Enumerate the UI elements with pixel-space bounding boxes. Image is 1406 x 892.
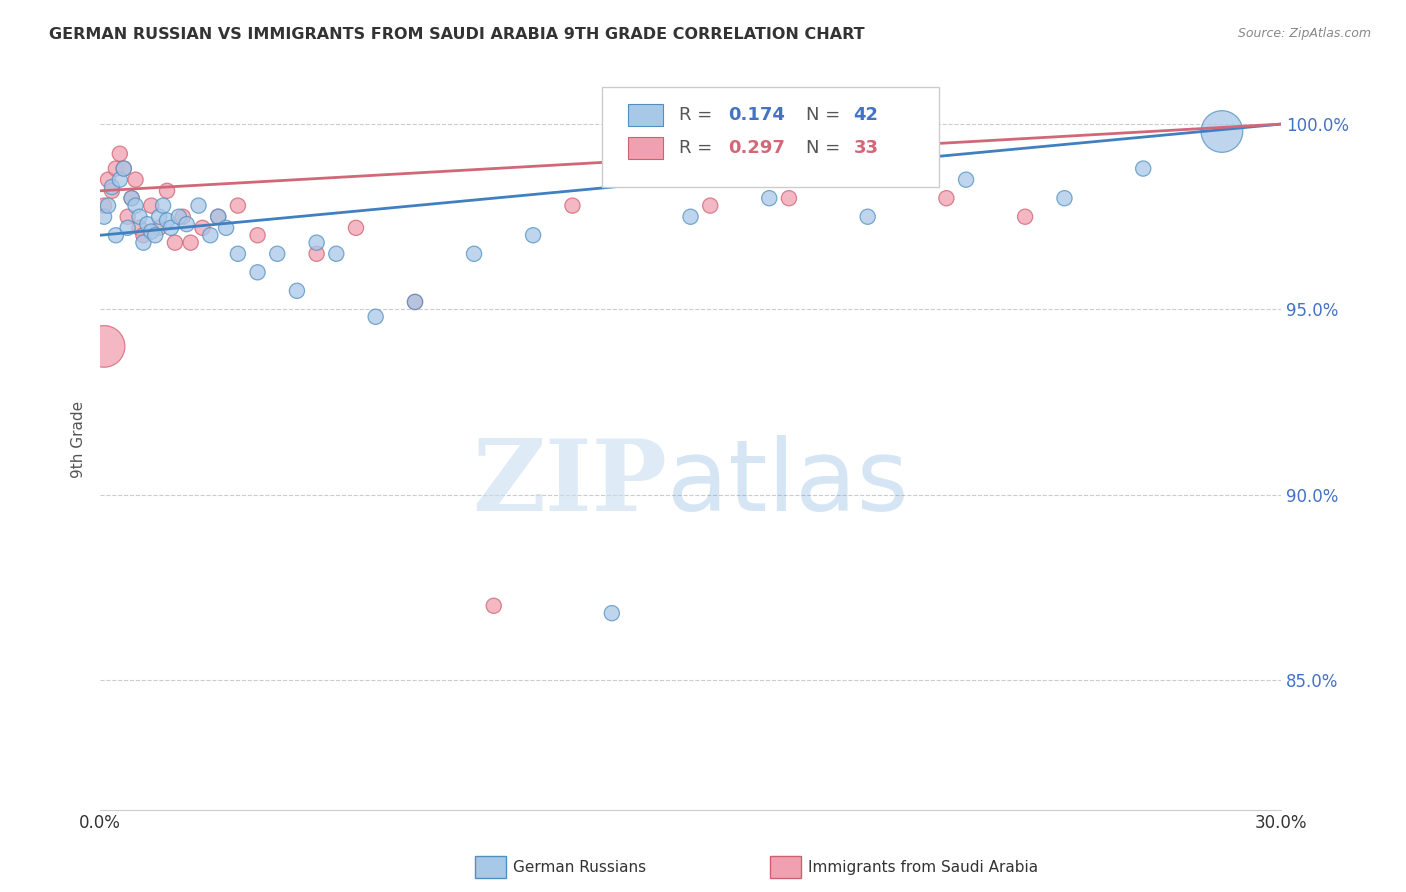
- Point: [935, 191, 957, 205]
- Point: [482, 599, 505, 613]
- Text: ZIP: ZIP: [472, 435, 666, 532]
- Point: [679, 172, 702, 186]
- Point: [132, 228, 155, 243]
- Y-axis label: 9th Grade: 9th Grade: [72, 401, 86, 477]
- Point: [128, 210, 150, 224]
- Point: [226, 199, 249, 213]
- Point: [1053, 191, 1076, 205]
- Point: [305, 235, 328, 250]
- Point: [124, 172, 146, 186]
- Point: [108, 146, 131, 161]
- Point: [522, 228, 544, 243]
- Point: [112, 161, 135, 176]
- Text: N =: N =: [806, 106, 846, 124]
- Point: [344, 220, 367, 235]
- Point: [128, 220, 150, 235]
- Point: [699, 199, 721, 213]
- Text: Immigrants from Saudi Arabia: Immigrants from Saudi Arabia: [808, 860, 1039, 874]
- Point: [93, 210, 115, 224]
- Point: [121, 191, 143, 205]
- Point: [561, 199, 583, 213]
- Point: [148, 210, 170, 224]
- Point: [104, 161, 127, 176]
- Point: [200, 228, 222, 243]
- Point: [246, 228, 269, 243]
- Point: [163, 235, 186, 250]
- Point: [187, 199, 209, 213]
- Point: [152, 199, 174, 213]
- Point: [207, 210, 229, 224]
- Point: [246, 265, 269, 279]
- Text: 33: 33: [853, 139, 879, 157]
- Point: [160, 220, 183, 235]
- Point: [93, 199, 115, 213]
- Text: German Russians: German Russians: [513, 860, 647, 874]
- Point: [112, 161, 135, 176]
- FancyBboxPatch shape: [602, 87, 939, 187]
- Point: [305, 247, 328, 261]
- Point: [285, 284, 308, 298]
- Point: [97, 172, 120, 186]
- Point: [108, 172, 131, 186]
- Point: [124, 199, 146, 213]
- Point: [325, 247, 347, 261]
- Point: [156, 184, 179, 198]
- Point: [1014, 210, 1036, 224]
- Text: 0.297: 0.297: [728, 139, 785, 157]
- Point: [180, 235, 202, 250]
- Point: [101, 180, 124, 194]
- Point: [176, 217, 198, 231]
- Text: R =: R =: [679, 106, 717, 124]
- Point: [463, 247, 485, 261]
- Point: [121, 191, 143, 205]
- Point: [191, 220, 214, 235]
- Point: [136, 217, 159, 231]
- Point: [132, 235, 155, 250]
- Point: [600, 606, 623, 620]
- Point: [97, 199, 120, 213]
- Point: [1211, 124, 1233, 138]
- Point: [679, 210, 702, 224]
- Point: [856, 210, 879, 224]
- Point: [172, 210, 194, 224]
- Point: [226, 247, 249, 261]
- Point: [404, 294, 426, 309]
- Point: [117, 210, 139, 224]
- Text: 0.174: 0.174: [728, 106, 785, 124]
- Point: [955, 172, 977, 186]
- Point: [207, 210, 229, 224]
- Point: [117, 220, 139, 235]
- Point: [266, 247, 288, 261]
- Text: GERMAN RUSSIAN VS IMMIGRANTS FROM SAUDI ARABIA 9TH GRADE CORRELATION CHART: GERMAN RUSSIAN VS IMMIGRANTS FROM SAUDI …: [49, 27, 865, 42]
- Point: [758, 191, 780, 205]
- Point: [778, 191, 800, 205]
- Text: N =: N =: [806, 139, 846, 157]
- Point: [104, 228, 127, 243]
- Text: Source: ZipAtlas.com: Source: ZipAtlas.com: [1237, 27, 1371, 40]
- Point: [364, 310, 387, 324]
- FancyBboxPatch shape: [628, 104, 664, 127]
- Point: [101, 184, 124, 198]
- Point: [1132, 161, 1154, 176]
- Point: [856, 172, 879, 186]
- Point: [156, 213, 179, 227]
- Point: [143, 228, 166, 243]
- Point: [93, 339, 115, 353]
- FancyBboxPatch shape: [628, 136, 664, 159]
- Point: [148, 220, 170, 235]
- Point: [215, 220, 238, 235]
- Point: [141, 199, 163, 213]
- Point: [141, 225, 163, 239]
- Text: R =: R =: [679, 139, 717, 157]
- Point: [167, 210, 190, 224]
- Point: [404, 294, 426, 309]
- Text: 42: 42: [853, 106, 879, 124]
- Text: atlas: atlas: [666, 435, 908, 532]
